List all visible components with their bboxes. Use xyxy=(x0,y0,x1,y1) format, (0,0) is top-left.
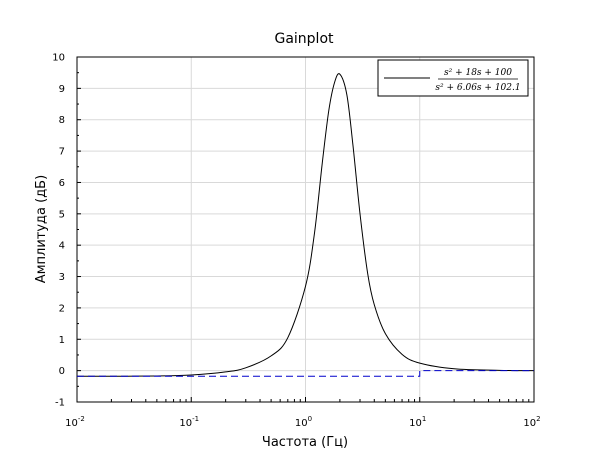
y-tick-label: 7 xyxy=(59,147,65,158)
x-tick-label: 10-2 xyxy=(65,415,85,429)
legend-numerator: s² + 18s + 100 xyxy=(444,68,512,78)
x-tick-label: 102 xyxy=(523,415,540,429)
legend: s² + 18s + 100 s² + 6.06s + 102.1 xyxy=(377,59,529,97)
legend-denominator: s² + 6.06s + 102.1 xyxy=(435,83,520,93)
x-tick-label: 100 xyxy=(295,415,312,429)
chart-title: Gainplot xyxy=(274,31,334,47)
y-tick-label: 6 xyxy=(59,178,65,189)
x-axis-ticks: 10-2 10-1 100 101 102 xyxy=(65,397,541,429)
y-tick-label: 0 xyxy=(59,366,65,377)
y-tick-label: -1 xyxy=(55,398,65,409)
y-tick-label: 8 xyxy=(59,115,65,126)
series-layer xyxy=(76,73,535,377)
y-tick-label: 3 xyxy=(59,272,65,283)
x-tick-label: 10-1 xyxy=(179,415,199,429)
y-axis-title: Амплитуда (дБ) xyxy=(34,175,49,283)
x-tick-label: 101 xyxy=(409,415,426,429)
y-tick-label: 10 xyxy=(52,53,65,64)
minor-ticks xyxy=(77,72,530,402)
y-tick-label: 2 xyxy=(59,303,65,314)
x-axis-title: Частота (Гц) xyxy=(262,435,348,450)
y-tick-label: 9 xyxy=(59,84,65,95)
grid xyxy=(76,56,534,403)
series-gain-line xyxy=(76,73,535,377)
series-asymptote-line xyxy=(77,370,534,377)
y-axis-ticks: -1 0 1 2 3 4 5 6 7 8 9 10 xyxy=(52,53,81,409)
y-tick-label: 1 xyxy=(59,335,65,346)
y-tick-label: 5 xyxy=(59,209,65,220)
y-tick-label: 4 xyxy=(59,241,65,252)
